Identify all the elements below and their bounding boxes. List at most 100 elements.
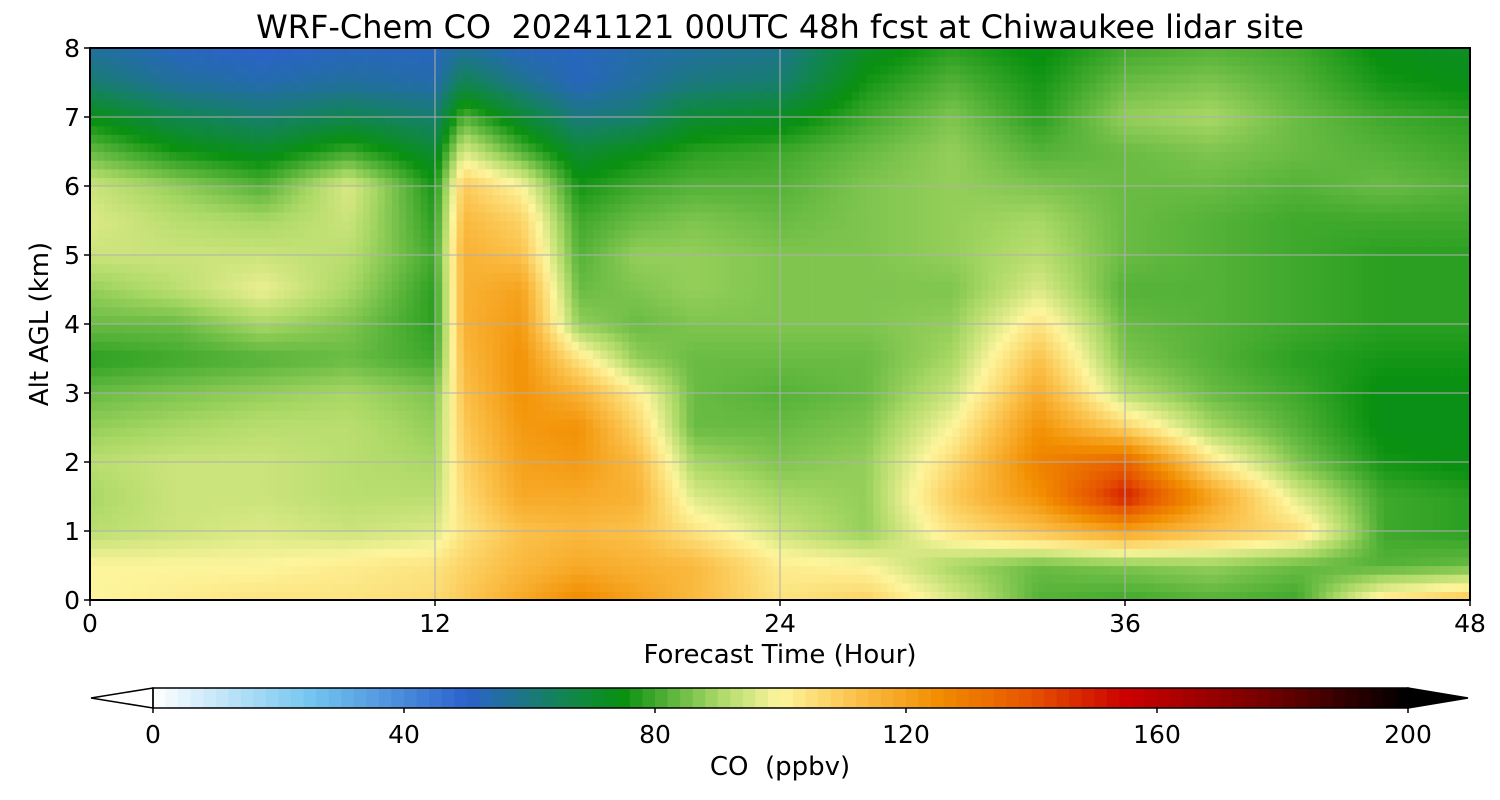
heatmap-cell	[751, 410, 760, 420]
heatmap-cell	[880, 548, 889, 558]
heatmap-cell	[966, 565, 975, 575]
heatmap-cell	[535, 539, 544, 549]
heatmap-cell	[1168, 574, 1176, 584]
heatmap-cell	[284, 384, 292, 394]
heatmap-cell	[607, 453, 616, 463]
heatmap-cell	[248, 539, 256, 549]
heatmap-cell	[118, 487, 127, 498]
heatmap-cell	[1182, 548, 1191, 558]
heatmap-cell	[851, 505, 860, 515]
heatmap-cell	[391, 496, 400, 506]
heatmap-cell	[636, 375, 645, 385]
heatmap-cell	[255, 470, 264, 480]
heatmap-cell	[1002, 479, 1011, 489]
heatmap-cell	[1225, 574, 1234, 584]
heatmap-cell	[391, 384, 400, 394]
heatmap-cell	[1117, 410, 1126, 420]
heatmap-cell	[1383, 582, 1392, 592]
heatmap-cell	[607, 462, 616, 472]
heatmap-cell	[1441, 548, 1450, 558]
heatmap-cell	[1060, 539, 1069, 549]
heatmap-cell	[815, 531, 824, 541]
heatmap-cell	[938, 462, 946, 472]
heatmap-cell	[974, 401, 982, 411]
heatmap-cell	[686, 531, 695, 541]
heatmap-cell	[276, 548, 285, 558]
heatmap-cell	[1290, 548, 1299, 558]
heatmap-cell	[995, 496, 1004, 506]
heatmap-cell	[679, 539, 688, 549]
heatmap-cell	[348, 548, 357, 558]
heatmap-cell	[183, 427, 192, 437]
heatmap-cell	[1455, 444, 1464, 454]
heatmap-cell	[298, 444, 307, 454]
heatmap-cell	[700, 470, 709, 480]
heatmap-cell	[550, 531, 558, 541]
heatmap-cell	[1160, 470, 1169, 480]
heatmap-cell	[801, 487, 810, 498]
heatmap-cell	[643, 393, 652, 403]
heatmap-cell	[384, 436, 393, 446]
heatmap-cell	[564, 393, 573, 403]
heatmap-cell	[327, 591, 335, 600]
heatmap-cell	[1448, 565, 1457, 575]
heatmap-cell	[1110, 375, 1119, 385]
heatmap-cell	[1376, 496, 1385, 506]
heatmap-cell	[1103, 591, 1112, 600]
heatmap-cell	[1031, 479, 1040, 489]
heatmap-cell	[765, 375, 774, 385]
heatmap-cell	[384, 479, 393, 489]
heatmap-cell	[305, 582, 314, 592]
heatmap-cell	[327, 539, 335, 549]
heatmap-cell	[413, 565, 422, 575]
heatmap-cell	[700, 531, 709, 541]
heatmap-cell	[564, 574, 573, 584]
heatmap-cell	[1412, 384, 1421, 394]
heatmap-cell	[1254, 582, 1263, 592]
heatmap-cell	[1247, 513, 1255, 523]
heatmap-cell	[1240, 436, 1248, 446]
heatmap-cell	[995, 470, 1004, 480]
heatmap-cell	[1204, 487, 1212, 498]
heatmap-cell	[859, 496, 867, 506]
heatmap-cell	[823, 556, 831, 567]
heatmap-cell	[420, 574, 429, 584]
heatmap-cell	[1218, 427, 1227, 437]
heatmap-cell	[686, 565, 695, 575]
heatmap-cell	[557, 531, 565, 541]
heatmap-cell	[118, 548, 127, 558]
heatmap-cell	[1132, 453, 1140, 463]
heatmap-cell	[492, 462, 501, 472]
heatmap-cell	[1434, 574, 1442, 584]
heatmap-cell	[708, 401, 716, 411]
heatmap-cell	[736, 531, 745, 541]
heatmap-cell	[636, 384, 645, 394]
heatmap-cell	[1426, 375, 1435, 385]
heatmap-cell	[470, 539, 479, 549]
heatmap-cell	[521, 444, 530, 454]
heatmap-cell	[1053, 505, 1061, 515]
heatmap-cell	[183, 479, 192, 489]
heatmap-cell	[1081, 505, 1090, 515]
heatmap-cell	[636, 556, 645, 567]
heatmap-cell	[248, 393, 256, 403]
heatmap-cell	[621, 531, 630, 541]
heatmap-cell	[485, 513, 494, 523]
heatmap-cell	[1376, 539, 1385, 549]
heatmap-cell	[1261, 531, 1270, 541]
heatmap-cell	[686, 556, 695, 567]
heatmap-cell	[930, 401, 939, 411]
heatmap-cell	[427, 531, 436, 541]
heatmap-cell	[830, 582, 839, 592]
heatmap-cell	[614, 384, 623, 394]
heatmap-cell	[226, 505, 235, 515]
heatmap-cell	[183, 384, 192, 394]
heatmap-cell	[140, 548, 149, 558]
heatmap-cell	[197, 453, 206, 463]
heatmap-cell	[542, 418, 551, 429]
heatmap-cell	[1333, 531, 1342, 541]
heatmap-cell	[90, 487, 98, 498]
heatmap-cell	[506, 591, 515, 600]
heatmap-cell	[413, 548, 422, 558]
heatmap-cell	[1045, 384, 1054, 394]
